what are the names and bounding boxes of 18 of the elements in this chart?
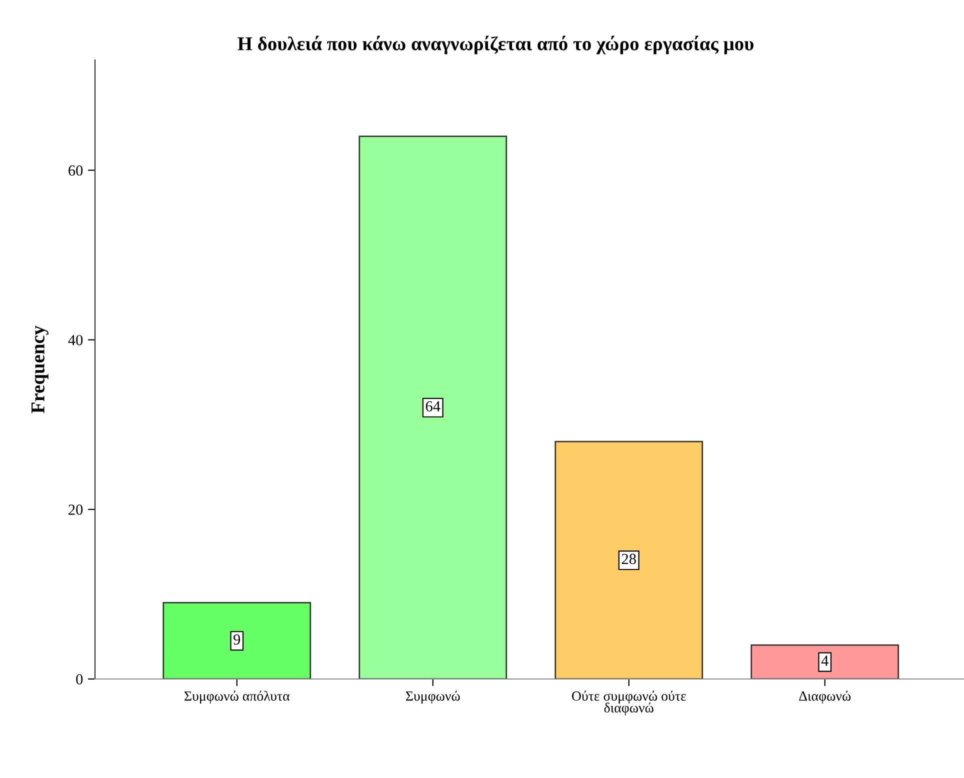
x-tick-label: Ούτε συμφωνώ ούτε διαφωνώ xyxy=(572,690,686,716)
bar xyxy=(750,644,900,679)
bar xyxy=(554,440,704,679)
chart-title: Η δουλειά που κάνω αναγνωρίζεται από το χώρο εργασίας μου xyxy=(238,36,754,54)
y-tick-label: 40 xyxy=(68,334,83,346)
bar xyxy=(358,136,508,679)
y-tick-label: 60 xyxy=(68,165,83,176)
x-tick-label: Συμφωνώ xyxy=(406,690,460,704)
data-label: 9 xyxy=(234,634,240,645)
data-label: 28 xyxy=(622,554,636,564)
bar xyxy=(162,602,312,679)
y-axis-title: Frequency xyxy=(32,326,48,414)
data-label: 4 xyxy=(821,656,828,666)
y-tick-label: 20 xyxy=(68,504,83,515)
x-tick-label: Διαφωνώ xyxy=(799,690,851,704)
data-label: 64 xyxy=(426,401,440,412)
y-tick-label: 0 xyxy=(76,674,83,684)
x-tick-label: Συμφωνώ απόλυτα xyxy=(184,690,290,704)
